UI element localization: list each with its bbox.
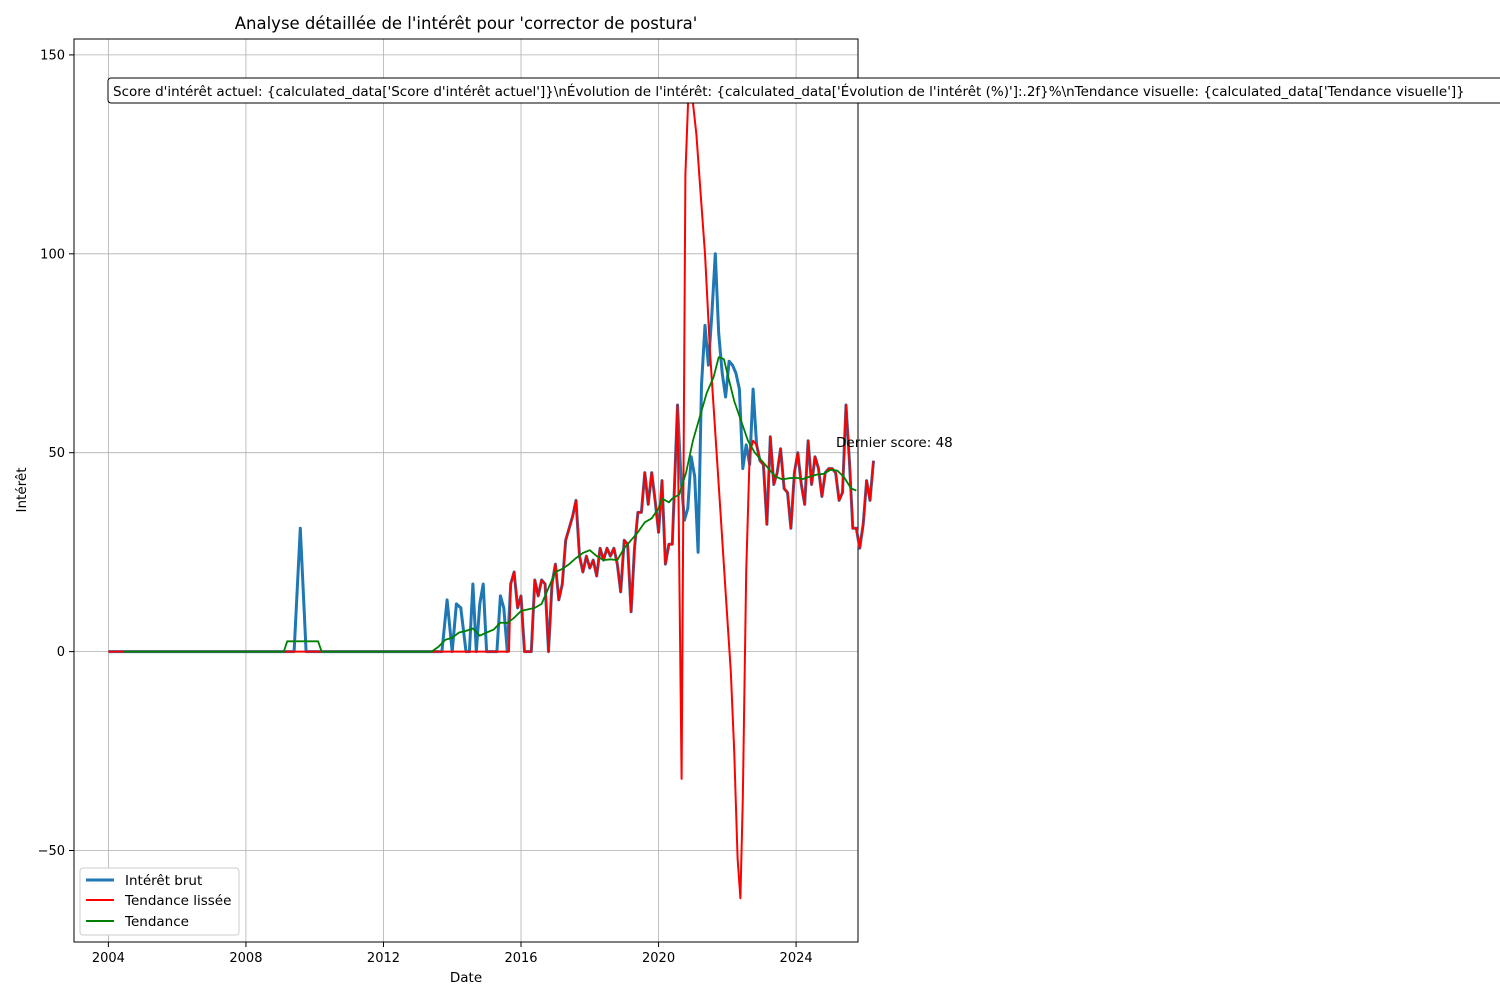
series-lines xyxy=(108,81,875,900)
chart-title: Analyse détaillée de l'intérêt pour 'cor… xyxy=(235,14,698,33)
y-tick-label: −50 xyxy=(38,844,65,859)
x-axis-label: Date xyxy=(450,970,482,986)
legend: Intérêt brut Tendance lissée Tendance xyxy=(79,867,240,936)
annotation-box-frame xyxy=(107,77,1500,104)
y-axis-label: Intérêt xyxy=(14,468,30,513)
plot-frame xyxy=(73,38,859,943)
series-line-trend xyxy=(123,356,857,653)
tick-labels: 2004 2008 2012 2016 2020 2024 −50 0 50 100 150 xyxy=(38,48,813,966)
x-tick-label: 2008 xyxy=(229,951,262,966)
x-tick-label: 2004 xyxy=(92,951,125,966)
x-tick-label: 2024 xyxy=(780,951,813,966)
y-tick-label: 0 xyxy=(57,645,65,660)
x-tick-label: 2012 xyxy=(367,951,400,966)
annotation-box-text: Score d'intérêt actuel: {calculated_data… xyxy=(113,83,1465,100)
grid xyxy=(74,39,858,942)
y-tick-label: 150 xyxy=(40,48,65,63)
legend-label-smoothed: Tendance lissée xyxy=(124,893,231,909)
axes xyxy=(69,38,859,947)
legend-label-raw: Intérêt brut xyxy=(125,873,202,889)
last-score-label: Dernier score: 48 xyxy=(836,435,953,451)
x-tick-label: 2016 xyxy=(504,951,537,966)
series-line-smoothed xyxy=(108,81,875,900)
annotation-box: Score d'intérêt actuel: {calculated_data… xyxy=(107,77,1500,104)
legend-label-trend: Tendance xyxy=(124,914,189,930)
y-tick-label: 50 xyxy=(48,446,65,461)
legend-frame xyxy=(79,867,240,936)
x-tick-label: 2020 xyxy=(642,951,675,966)
y-tick-label: 100 xyxy=(40,247,65,262)
